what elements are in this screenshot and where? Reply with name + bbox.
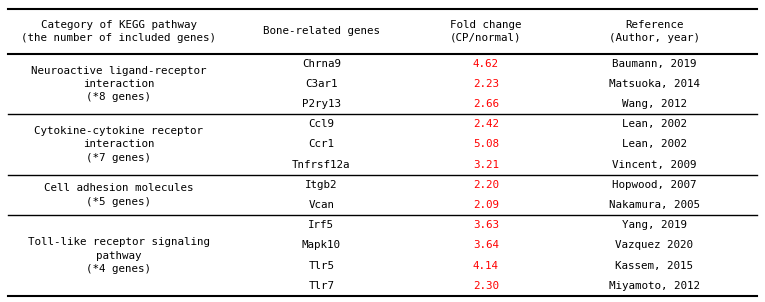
Text: Miyamoto, 2012: Miyamoto, 2012: [609, 281, 699, 291]
Text: Tnfrsf12a: Tnfrsf12a: [292, 160, 350, 170]
Text: Baumann, 2019: Baumann, 2019: [612, 59, 696, 69]
Text: Vazquez 2020: Vazquez 2020: [615, 240, 693, 250]
Text: Mapk10: Mapk10: [302, 240, 340, 250]
Text: 2.30: 2.30: [473, 281, 499, 291]
Text: 2.20: 2.20: [473, 180, 499, 190]
Text: Yang, 2019: Yang, 2019: [622, 220, 686, 230]
Text: P2ry13: P2ry13: [302, 99, 340, 109]
Text: Cell adhesion molecules
(*5 genes): Cell adhesion molecules (*5 genes): [44, 183, 194, 207]
Text: Hopwood, 2007: Hopwood, 2007: [612, 180, 696, 190]
Text: Nakamura, 2005: Nakamura, 2005: [609, 200, 699, 210]
Text: Cytokine-cytokine receptor
interaction
(*7 genes): Cytokine-cytokine receptor interaction (…: [34, 126, 203, 163]
Text: 2.09: 2.09: [473, 200, 499, 210]
Text: Tlr7: Tlr7: [308, 281, 334, 291]
Text: Tlr5: Tlr5: [308, 261, 334, 271]
Text: Reference
(Author, year): Reference (Author, year): [609, 20, 699, 43]
Text: 2.23: 2.23: [473, 79, 499, 89]
Text: Vincent, 2009: Vincent, 2009: [612, 160, 696, 170]
Text: Wang, 2012: Wang, 2012: [622, 99, 686, 109]
Text: Toll-like receptor signaling
pathway
(*4 genes): Toll-like receptor signaling pathway (*4…: [28, 237, 210, 274]
Text: Bone-related genes: Bone-related genes: [263, 26, 379, 36]
Text: Matsuoka, 2014: Matsuoka, 2014: [609, 79, 699, 89]
Text: Vcan: Vcan: [308, 200, 334, 210]
Text: Chrna9: Chrna9: [302, 59, 340, 69]
Text: Lean, 2002: Lean, 2002: [622, 140, 686, 149]
Text: Category of KEGG pathway
(the number of included genes): Category of KEGG pathway (the number of …: [21, 20, 216, 43]
Text: 2.42: 2.42: [473, 119, 499, 129]
Text: Lean, 2002: Lean, 2002: [622, 119, 686, 129]
Text: Ccl9: Ccl9: [308, 119, 334, 129]
Text: Kassem, 2015: Kassem, 2015: [615, 261, 693, 271]
Text: Fold change
(CP/normal): Fold change (CP/normal): [450, 20, 522, 43]
Text: Irf5: Irf5: [308, 220, 334, 230]
Text: C3ar1: C3ar1: [305, 79, 337, 89]
Text: Neuroactive ligand-receptor
interaction
(*8 genes): Neuroactive ligand-receptor interaction …: [31, 66, 207, 102]
Text: 5.08: 5.08: [473, 140, 499, 149]
Text: 4.14: 4.14: [473, 261, 499, 271]
Text: Ccr1: Ccr1: [308, 140, 334, 149]
Text: Itgb2: Itgb2: [305, 180, 337, 190]
Text: 3.64: 3.64: [473, 240, 499, 250]
Text: 4.62: 4.62: [473, 59, 499, 69]
Text: 3.21: 3.21: [473, 160, 499, 170]
Text: 2.66: 2.66: [473, 99, 499, 109]
Text: 3.63: 3.63: [473, 220, 499, 230]
